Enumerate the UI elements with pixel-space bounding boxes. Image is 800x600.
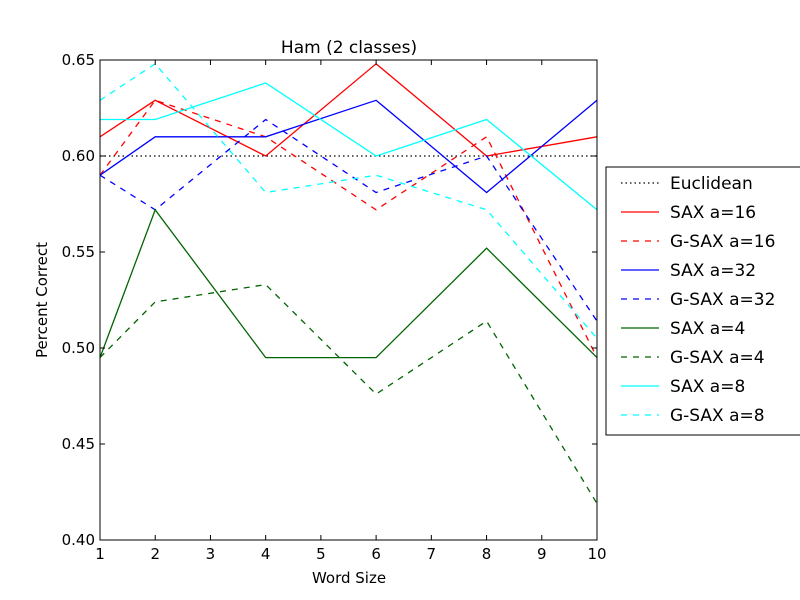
series-line-3 — [99, 99, 598, 194]
legend-entry-label: G-SAX a=32 — [670, 290, 775, 310]
series-line-5 — [99, 208, 598, 359]
y-tick-label: 0.55 — [62, 243, 95, 261]
x-tick-label: 7 — [427, 545, 437, 563]
x-axis-label: Word Size — [312, 569, 386, 587]
x-tick-label: 6 — [371, 545, 381, 563]
legend-entry-label: G-SAX a=8 — [670, 406, 765, 426]
x-tick-label: 5 — [316, 545, 326, 563]
x-tick-label: 8 — [482, 545, 492, 563]
y-axis-label: Percent Correct — [33, 242, 51, 358]
legend-entry-label: G-SAX a=4 — [670, 348, 765, 368]
y-tick-label: 0.40 — [62, 531, 95, 549]
x-tick-label: 9 — [537, 545, 547, 563]
y-tick-label: 0.45 — [62, 435, 95, 453]
x-tick-label: 3 — [206, 545, 216, 563]
legend-entry-label: SAX a=32 — [670, 261, 756, 281]
legend-entry-label: SAX a=16 — [670, 203, 756, 223]
x-tick-label: 2 — [150, 545, 160, 563]
legend-entry-label: Euclidean — [670, 174, 753, 194]
x-tick-label: 1 — [95, 545, 105, 563]
series-line-6 — [99, 283, 598, 504]
legend-entry-label: G-SAX a=16 — [670, 232, 775, 252]
legend: Euclidean SAX a=16 G-SAX a=16 SAX a=32 G-SAX… — [605, 166, 800, 436]
plot-frame — [99, 59, 598, 541]
x-tick-label: 4 — [261, 545, 271, 563]
y-tick-label: 0.50 — [62, 339, 95, 357]
y-tick-label: 0.60 — [62, 147, 95, 165]
series-line-8 — [99, 62, 598, 339]
series-line-7 — [100, 82, 598, 211]
chart-title: Ham (2 classes) — [281, 38, 417, 58]
x-tick-label: 10 — [587, 545, 606, 563]
legend-entry-label: SAX a=8 — [670, 377, 745, 397]
y-tick-label: 0.65 — [62, 51, 95, 69]
series-line-2 — [99, 99, 598, 358]
series-line-1 — [99, 62, 598, 157]
legend-entry-label: SAX a=4 — [670, 319, 745, 339]
plot-area: 1 2 3 4 5 6 7 8 9 10 0.40 0.45 0.50 0.55 0.60 0.65 — [62, 51, 607, 563]
